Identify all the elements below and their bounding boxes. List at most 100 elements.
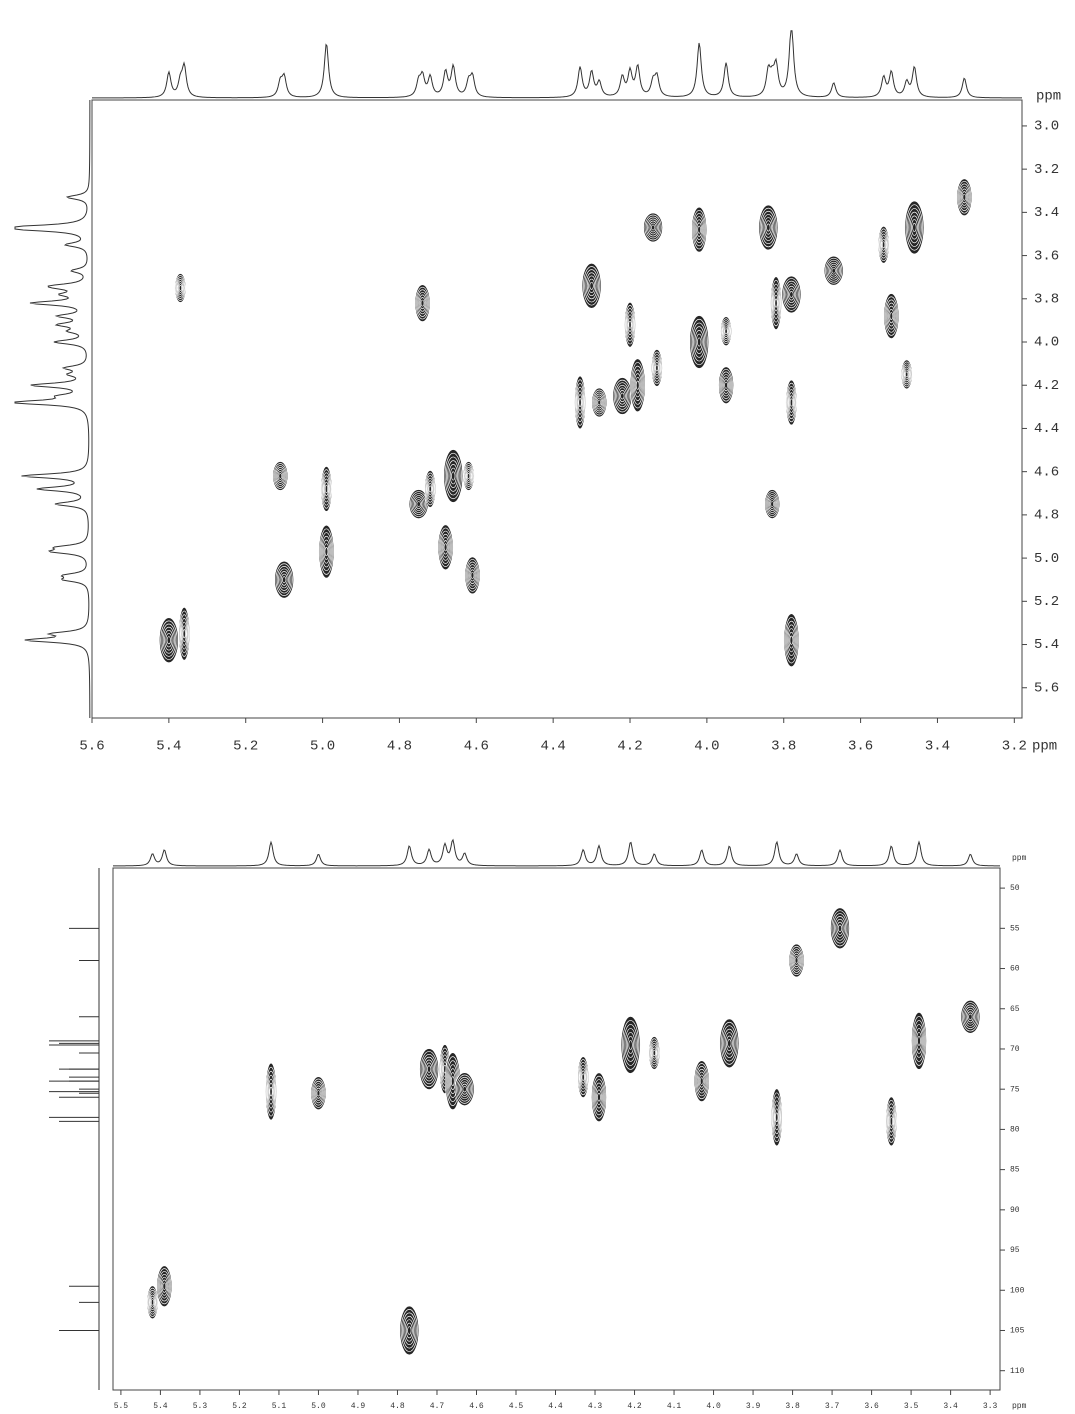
contour-ring — [879, 233, 888, 256]
x-tick-label: 4.4 — [548, 1402, 563, 1411]
contour-ring — [449, 467, 457, 485]
spectrum-panel: 5.6 5.4 5.2 5.0 4.8 4.6 4.4 4.2 4.0 3.8 3.6 3.4 3.2 3… — [14, 30, 1061, 755]
contour-ring — [282, 576, 287, 584]
x-tick-label: 4.1 — [667, 1402, 682, 1411]
contour-ring — [148, 1290, 157, 1315]
contour-ring — [268, 1082, 274, 1101]
contour-ring — [166, 636, 171, 645]
contour-ring — [769, 499, 776, 509]
contour-ring — [449, 1072, 456, 1090]
contour-ring — [441, 537, 450, 558]
x-tick-label: 3.6 — [864, 1402, 879, 1411]
contour-ring — [164, 629, 174, 651]
contour-ring — [888, 308, 895, 324]
contour-ring — [959, 186, 970, 209]
contour-ring — [161, 623, 177, 657]
contour-ring — [788, 392, 795, 413]
contour-ring — [597, 399, 602, 406]
x-tick-label: 5.6 — [79, 739, 104, 755]
y-tick-label: 110 — [1010, 1367, 1025, 1376]
cross-peak — [758, 204, 779, 251]
contour-ring — [889, 312, 894, 321]
cross-peak — [718, 366, 734, 405]
contour-ring — [277, 471, 284, 481]
contour-ring — [466, 471, 471, 481]
projection-top — [91, 30, 1023, 99]
contour-ring — [785, 620, 798, 660]
contour-ring — [644, 214, 662, 241]
contour-ring — [579, 1064, 587, 1090]
cross-peak — [159, 617, 179, 664]
cross-peak — [577, 1056, 590, 1098]
contour-ring — [694, 330, 704, 355]
contour-ring — [720, 318, 732, 345]
y-tick-label: 100 — [1010, 1286, 1025, 1295]
contour-ring — [961, 191, 968, 204]
contour-ring — [311, 1078, 326, 1108]
contour-ring — [440, 533, 451, 561]
contour-ring — [426, 477, 434, 501]
contour-ring — [766, 223, 771, 232]
contour-ring — [697, 225, 702, 234]
contour-ring — [324, 547, 329, 557]
contour-ring — [789, 635, 794, 645]
contour-ring — [147, 1287, 158, 1317]
contour-ring — [762, 214, 775, 241]
contour-ring — [179, 614, 189, 654]
contour-ring — [438, 527, 453, 568]
contour-ring — [421, 1053, 437, 1085]
contour-ring — [458, 1079, 471, 1100]
x-tick-label: 3.4 — [925, 739, 950, 755]
contour-ring — [722, 322, 730, 341]
contour-ring — [697, 337, 702, 347]
contour-ring — [835, 918, 845, 938]
contour-ring — [466, 561, 479, 590]
y-tick-label: 95 — [1010, 1246, 1020, 1255]
y-tick-label: 3.2 — [1034, 162, 1059, 178]
x-tick-label: 4.6 — [464, 739, 489, 755]
contour-ring — [966, 1011, 974, 1023]
contour-ring — [312, 1080, 325, 1106]
cross-peak — [624, 301, 636, 348]
contour-ring — [968, 1013, 973, 1020]
contour-ring — [650, 1042, 658, 1063]
contour-ring — [467, 473, 471, 479]
cross-peak — [265, 1062, 277, 1121]
contour-ring — [694, 216, 705, 244]
contour-ring — [698, 1074, 705, 1088]
contour-ring — [634, 376, 641, 394]
contour-ring — [767, 495, 778, 513]
contour-ring — [622, 1020, 640, 1070]
contour-ring — [416, 289, 429, 317]
contour-ring — [615, 382, 630, 410]
contour-ring — [722, 376, 730, 394]
contour-ring — [788, 288, 795, 301]
contour-ring — [148, 1292, 157, 1313]
contour-ring — [773, 1104, 780, 1131]
contour-ring — [773, 1100, 781, 1135]
contour-ring — [772, 287, 780, 319]
cross-peak — [904, 200, 925, 255]
contour-ring — [589, 281, 594, 290]
contour-ring — [647, 218, 660, 237]
x-tick-label: 3.2 — [1002, 739, 1027, 755]
y-tick-label: 75 — [1010, 1085, 1020, 1094]
x-tick-label: 4.8 — [390, 1402, 405, 1411]
contour-ring — [176, 279, 185, 297]
contour-ring — [323, 478, 330, 500]
x-tick-label: 3.9 — [746, 1402, 761, 1411]
contour-ring — [400, 1309, 418, 1352]
contour-ring — [314, 1085, 323, 1101]
cross-peak — [781, 275, 802, 314]
contour-ring — [879, 231, 889, 259]
cross-peak — [719, 1018, 740, 1069]
contour-ring — [150, 1296, 155, 1308]
contour-ring — [632, 369, 643, 401]
contour-ring — [697, 1071, 706, 1091]
contour-ring — [593, 1079, 605, 1116]
x-tick-label: 4.0 — [706, 1402, 721, 1411]
cross-peak — [424, 470, 437, 508]
contour-ring — [915, 1028, 923, 1054]
contour-ring — [620, 392, 625, 400]
